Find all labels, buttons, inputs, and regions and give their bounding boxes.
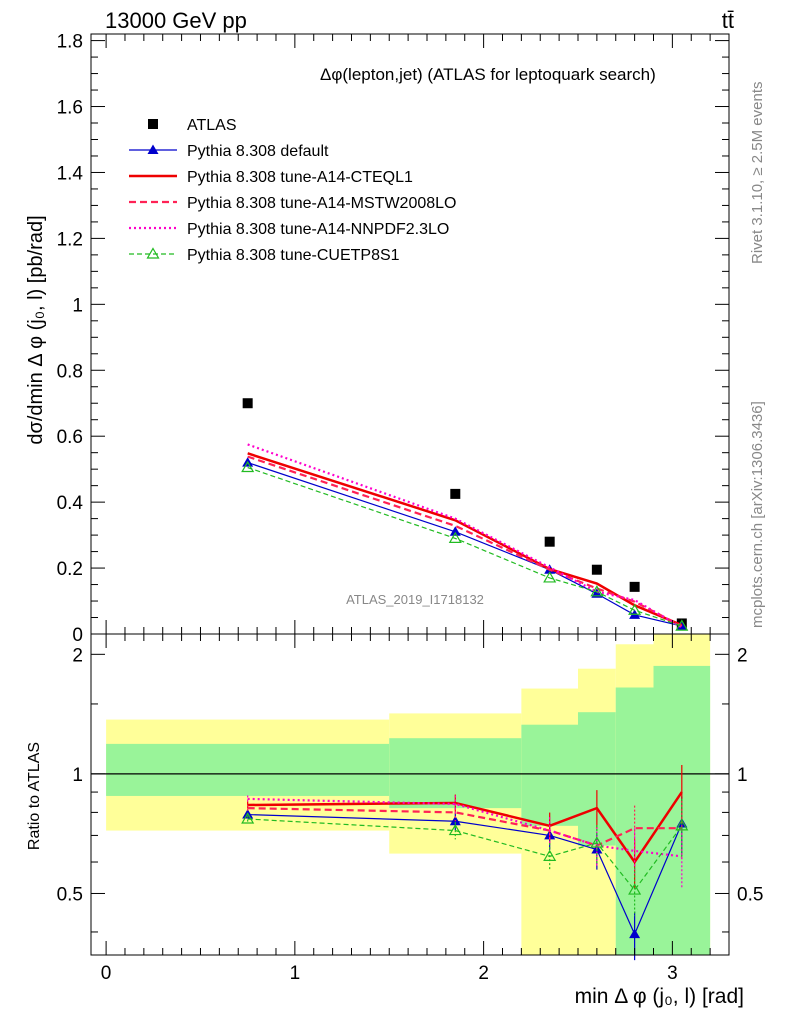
inner-band [521, 724, 578, 826]
x-tick-label: 1 [290, 963, 301, 984]
series-point-5 [675, 619, 689, 631]
ratio-ylabel: Ratio to ATLAS [26, 742, 43, 850]
mcplots-label: mcplots.cern.ch [arXiv:1306.3436] [749, 401, 766, 628]
x-tick-label: 2 [478, 963, 489, 984]
legend-label-4: Pythia 8.308 tune-A14-NNPDF2.3LO [187, 221, 449, 238]
series-point-5 [241, 460, 255, 473]
series-point-5 [543, 571, 557, 583]
ratio-line-3 [247, 797, 682, 858]
ratio-y-tick-label: 2 [72, 645, 83, 666]
legend-marker-5 [146, 247, 160, 259]
y-tick-label: 0.4 [57, 493, 84, 514]
series-line-5 [247, 466, 683, 627]
y-tick-label: 1.8 [57, 32, 83, 53]
y-tick-label: 1.6 [57, 98, 83, 119]
y-tick-label: 1.4 [57, 163, 84, 184]
series-line-3 [247, 455, 683, 628]
ratio-point-4 [241, 812, 255, 824]
main-panel: 0 0.2 0.4 0.6 0.8 1 1.2 1.4 1.6 1.8 ATLAS Pythia 8.… [57, 32, 730, 646]
y-tick-label: 0.2 [57, 559, 83, 580]
main-ylabel: dσ/dmin Δ φ (j₀, l) [pb/rad] [25, 215, 47, 444]
header-right: tt̄ [722, 8, 734, 33]
x-tick-label: 0 [101, 963, 112, 984]
atlas-data-point [544, 536, 555, 547]
ratio-y-tick-label: 0.5 [57, 884, 83, 905]
series-line-1 [247, 462, 682, 627]
ratio-y-tick-label: 1 [72, 765, 83, 786]
atlas-data-point [450, 488, 461, 499]
atlas-data-point [242, 398, 253, 409]
ratio-point-0 [629, 928, 641, 939]
chart-title: Δφ(lepton,jet) (ATLAS for leptoquark sea… [320, 65, 656, 84]
legend-marker-1 [147, 144, 159, 154]
atlas-data-point [629, 581, 640, 592]
y-tick-label: 0.8 [57, 361, 83, 382]
inner-band [615, 687, 654, 955]
ratio-point-4 [543, 849, 557, 861]
legend-label-1: Pythia 8.308 default [187, 143, 329, 160]
ratio-line-0 [247, 813, 683, 936]
inner-band [106, 743, 390, 796]
ratio-point-4 [590, 836, 604, 848]
y-tick-label: 1.2 [57, 229, 83, 250]
legend-label-0: ATLAS [187, 117, 237, 134]
series-point-1 [449, 526, 461, 536]
ratio-line-1 [247, 791, 683, 865]
ratio-panel: 0.5 0.5 1 1 2 2 0 1 2 3 [57, 633, 763, 984]
y-tick-label: 0.6 [57, 427, 83, 448]
series-point-5 [628, 603, 642, 615]
ratio-point-4 [628, 883, 642, 895]
ratio-line-2 [247, 807, 682, 847]
ratio-y-tick-label-right: 0.5 [737, 884, 763, 905]
rivet-label: Rivet 3.1.10, ≥ 2.5M events [749, 82, 766, 265]
ratio-point-4 [675, 819, 689, 831]
series-line-2 [247, 452, 683, 627]
x-tick-label: 3 [667, 963, 678, 984]
xlabel: min Δ φ (j₀, l) [rad] [575, 985, 744, 1008]
ratio-point-4 [448, 823, 462, 836]
watermark: ATLAS_2019_I1718132 [346, 592, 484, 607]
header-left: 13000 GeV pp [105, 8, 247, 33]
series-point-5 [448, 531, 462, 543]
legend-marker-atlas [148, 119, 158, 129]
y-tick-label: 0 [72, 625, 83, 646]
ratio-frame [90, 633, 730, 956]
legend-label-5: Pythia 8.308 tune-CUETP8S1 [187, 247, 400, 264]
atlas-data-point [591, 564, 602, 575]
series-point-5 [590, 585, 604, 597]
legend-label-2: Pythia 8.308 tune-A14-CTEQL1 [187, 169, 413, 186]
legend-label-3: Pythia 8.308 tune-A14-MSTW2008LO [187, 195, 456, 212]
ratio-y-tick-label-right: 2 [737, 645, 748, 666]
ratio-y-tick-label-right: 1 [737, 765, 748, 786]
y-tick-label: 1 [72, 295, 83, 316]
ratio-line-4 [247, 818, 683, 892]
